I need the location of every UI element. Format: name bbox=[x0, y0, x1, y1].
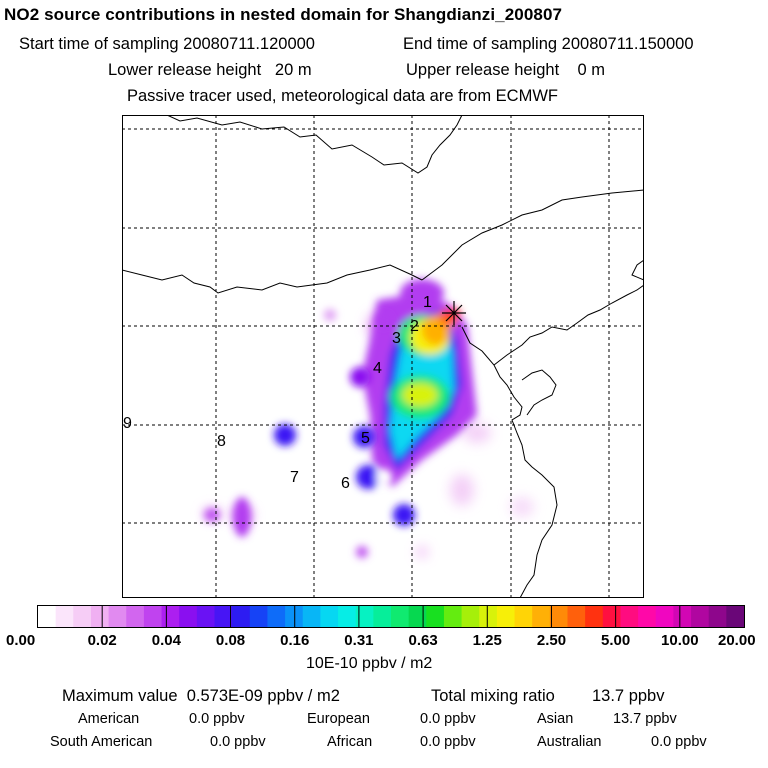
map-label-8: 8 bbox=[217, 433, 226, 450]
coastline-lines bbox=[122, 115, 644, 598]
tracer-note: Passive tracer used, meteorological data… bbox=[127, 87, 558, 105]
color-scale-tick-label: 0.00 bbox=[6, 632, 36, 649]
footprint-map: 1 2 3 4 5 6 7 8 9 bbox=[122, 115, 644, 598]
color-scale-cell bbox=[267, 606, 286, 627]
color-scale-cell bbox=[479, 606, 498, 627]
map-label-1: 1 bbox=[423, 294, 432, 311]
map-label-7: 7 bbox=[290, 469, 299, 486]
end-time-label: End time of sampling 20080711.150000 bbox=[403, 35, 694, 53]
color-scale-tick-label: 10.00 bbox=[661, 632, 699, 649]
color-scale-cell bbox=[285, 606, 304, 627]
color-scale-cell bbox=[638, 606, 657, 627]
color-scale-tick-label: 0.04 bbox=[151, 632, 181, 649]
color-scale-cell bbox=[214, 606, 233, 627]
units-label: 10E-10 ppbv / m2 bbox=[306, 655, 433, 672]
color-scale-tick-label: 0.08 bbox=[215, 632, 246, 649]
color-scale-cell bbox=[620, 606, 639, 627]
map-border bbox=[122, 115, 644, 598]
concentration-plume bbox=[202, 279, 534, 558]
color-scale-tick-label: 0.02 bbox=[87, 632, 117, 649]
color-scale-cell bbox=[373, 606, 392, 627]
total-mixing-ratio-label: Total mixing ratio bbox=[431, 687, 555, 705]
color-scale-cell bbox=[55, 606, 74, 627]
color-scale-cell bbox=[338, 606, 357, 627]
region-labels: 1 2 3 4 5 6 7 8 9 bbox=[123, 294, 432, 492]
color-scale-tick-label: 0.31 bbox=[344, 632, 374, 649]
region-value-american: 0.0 ppbv bbox=[189, 711, 245, 727]
plot-title: NO2 source contributions in nested domai… bbox=[4, 5, 563, 24]
region-value-australian: 0.0 ppbv bbox=[651, 734, 707, 750]
lower-release-height-label: Lower release height 20 m bbox=[108, 61, 312, 79]
color-scale-cell bbox=[461, 606, 480, 627]
color-scale-bar bbox=[37, 605, 745, 628]
color-scale-cell bbox=[443, 606, 463, 627]
color-scale-cell bbox=[143, 606, 163, 627]
color-scale-cell bbox=[320, 606, 339, 627]
map-label-9: 9 bbox=[123, 415, 132, 432]
color-scale-tick-label: 2.50 bbox=[536, 632, 567, 649]
map-label-6: 6 bbox=[341, 475, 350, 492]
color-scale-cell bbox=[567, 606, 586, 627]
color-scale-cell bbox=[126, 606, 145, 627]
color-scale-tick-label: 5.00 bbox=[601, 632, 631, 649]
color-scale-cell bbox=[232, 606, 251, 627]
total-mixing-ratio-value: 13.7 ppbv bbox=[592, 687, 665, 705]
color-scale-cell bbox=[585, 606, 604, 627]
color-scale-cell bbox=[108, 606, 127, 627]
region-value-asian: 13.7 ppbv bbox=[613, 711, 677, 727]
region-value-european: 0.0 ppbv bbox=[420, 711, 476, 727]
color-scale-tick-label: 0.16 bbox=[280, 632, 310, 649]
upper-release-height-label: Upper release height 0 m bbox=[406, 61, 606, 79]
color-scale-cell bbox=[161, 606, 180, 627]
star-cross-icon bbox=[442, 301, 466, 325]
color-scale-cell bbox=[38, 606, 57, 627]
color-scale-cell bbox=[655, 606, 674, 627]
color-scale-cell bbox=[549, 606, 569, 627]
map-label-5: 5 bbox=[361, 430, 370, 447]
color-scale-tick-label: 1.25 bbox=[472, 632, 502, 649]
color-scale-cell bbox=[691, 606, 710, 627]
color-scale-cell bbox=[496, 606, 516, 627]
color-scale-cell bbox=[391, 606, 410, 627]
lat-lon-grid bbox=[122, 115, 644, 598]
color-scale-tick-label: 20.00 bbox=[718, 632, 756, 649]
color-scale-cell bbox=[673, 606, 692, 627]
color-scale-cell bbox=[514, 606, 533, 627]
color-scale-cell bbox=[708, 606, 727, 627]
color-scale-cell bbox=[355, 606, 374, 627]
map-label-3: 3 bbox=[392, 330, 401, 347]
color-scale-cell bbox=[408, 606, 427, 627]
color-scale-cell bbox=[532, 606, 551, 627]
map-label-2: 2 bbox=[410, 318, 419, 335]
color-scale-cell bbox=[73, 606, 92, 627]
color-scale-cell bbox=[196, 606, 216, 627]
map-label-4: 4 bbox=[373, 360, 382, 377]
color-scale-cell bbox=[249, 606, 269, 627]
color-scale-cell bbox=[90, 606, 110, 627]
color-scale-cell bbox=[726, 606, 745, 627]
region-name-african: African bbox=[327, 734, 373, 750]
region-value-african: 0.0 ppbv bbox=[420, 734, 476, 750]
color-scale-cell bbox=[602, 606, 622, 627]
region-name-american: American bbox=[78, 711, 140, 727]
region-name-australian: Australian bbox=[537, 734, 602, 750]
region-value-south-american: 0.0 ppbv bbox=[210, 734, 266, 750]
start-time-label: Start time of sampling 20080711.120000 bbox=[19, 35, 315, 53]
region-name-european: European bbox=[307, 711, 370, 727]
region-name-asian: Asian bbox=[537, 711, 574, 727]
color-scale-cell bbox=[302, 606, 321, 627]
region-name-south-american: South American bbox=[50, 734, 153, 750]
maximum-value-text: Maximum value 0.573E-09 ppbv / m2 bbox=[62, 687, 340, 705]
color-scale-cell bbox=[426, 606, 445, 627]
color-scale-cell bbox=[179, 606, 198, 627]
color-scale-tick-label: 0.63 bbox=[408, 632, 438, 649]
